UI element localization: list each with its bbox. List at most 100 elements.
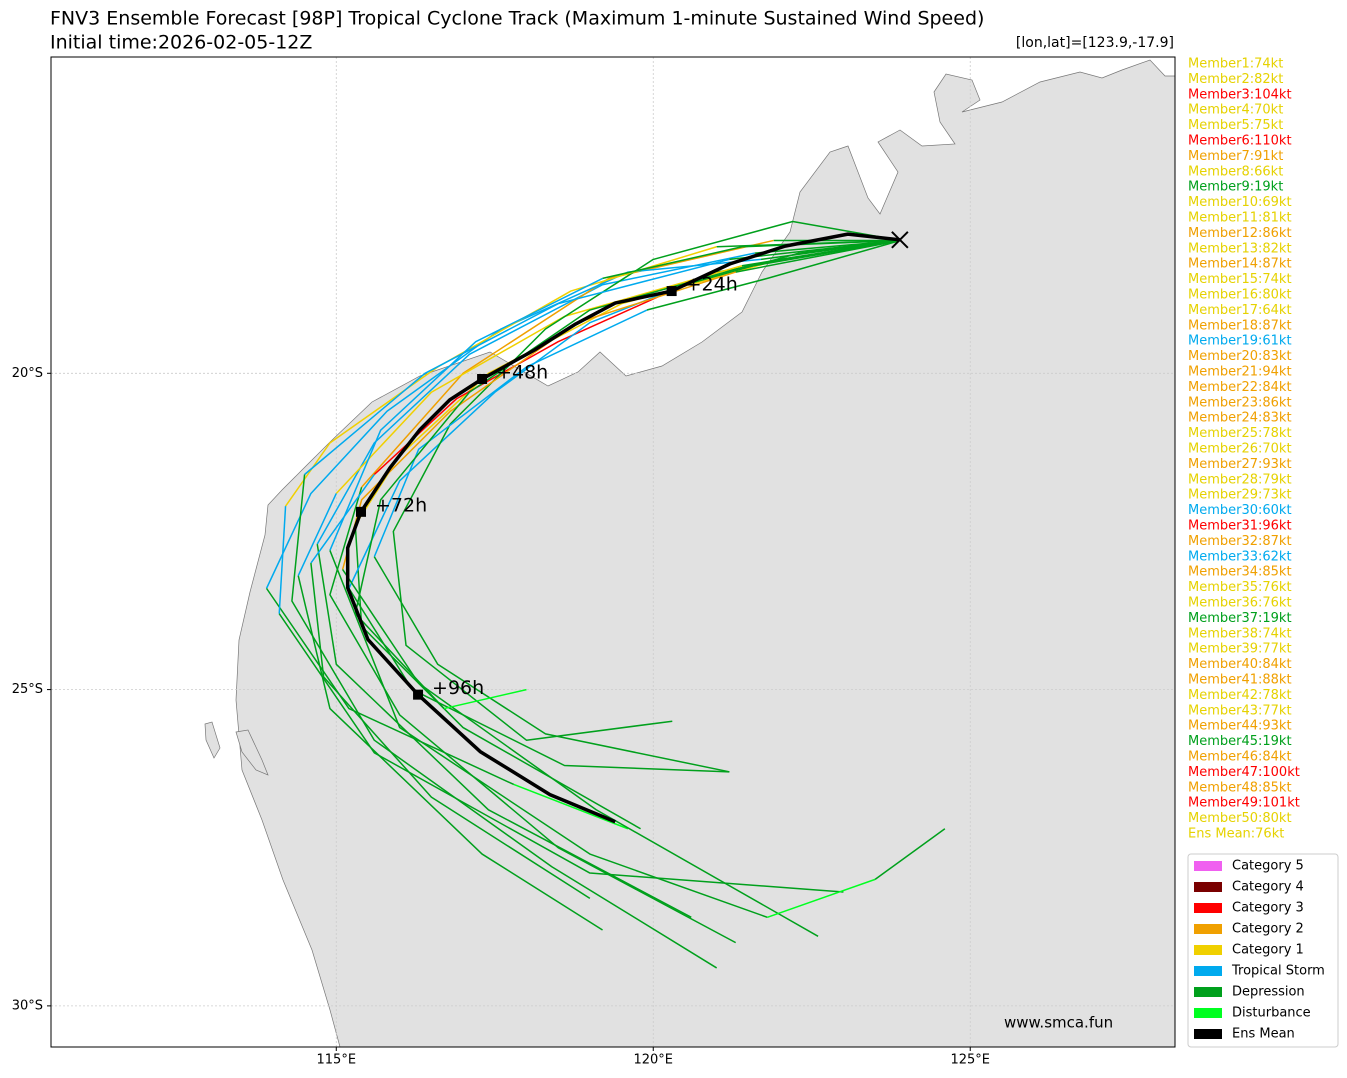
member-label: Member38:74kt [1188,626,1292,641]
member-label: Member37:19kt [1188,611,1292,626]
subtitle: Initial time:2026-02-05-12Z [50,32,312,54]
member-label: Member20:83kt [1188,349,1292,364]
member-label: Member32:87kt [1188,534,1292,549]
ens-mean: +24h +48h +72h +96h [345,231,909,824]
x-tick-label: 115°E [317,1053,357,1068]
member-label: Member26:70kt [1188,442,1292,457]
island [204,721,221,759]
member-track [304,258,730,476]
member-label: Member39:77kt [1188,642,1292,657]
legend-swatch [1194,882,1222,892]
y-tick-label: 25°S [12,682,43,697]
member-label: Member13:82kt [1188,241,1292,256]
title: FNV3 Ensemble Forecast [98P] Tropical Cy… [50,8,984,30]
y-tick-label: 20°S [12,366,43,381]
island [235,729,269,776]
member-label: Member19:61kt [1188,334,1292,349]
legend-label: Category 2 [1232,922,1304,937]
member-track [443,688,527,710]
member-label: Member50:80kt [1188,811,1292,826]
member-track [265,587,515,786]
member-label: Member23:86kt [1188,395,1292,410]
legend-label: Category 1 [1232,943,1304,958]
member-label: Member18:87kt [1188,318,1292,333]
legend-label: Disturbance [1232,1006,1311,1021]
member-track [513,783,629,830]
member-track [329,486,737,944]
member-label: Member10:69kt [1188,195,1292,210]
land [235,57,1175,1047]
member-label: Member15:74kt [1188,272,1292,287]
member-track [297,575,603,931]
member-label: Member30:60kt [1188,503,1292,518]
legend-label: Ens Mean [1232,1027,1295,1042]
x-tick-label: 120°E [633,1053,673,1068]
member-label: Member7:91kt [1188,149,1283,164]
legend-label: Depression [1232,985,1305,1000]
member-track [767,878,876,919]
time-label: +24h [686,274,738,296]
member-label: Member5:75kt [1188,118,1283,133]
member-label: Member17:64kt [1188,303,1292,318]
member-label: Member29:73kt [1188,488,1292,503]
legend-swatch [1194,1029,1222,1039]
legend-label: Category 4 [1232,880,1304,895]
member-track [373,556,730,773]
member-track [316,252,755,545]
member-label: Member4:70kt [1188,103,1283,118]
member-label: Member43:77kt [1188,703,1292,718]
legend-swatch [1194,966,1222,976]
member-label: Member31:96kt [1188,519,1292,534]
map-area: +24h +48h +72h +96h [51,57,1175,1047]
member-label: Member40:84kt [1188,657,1292,672]
member-label: Member36:76kt [1188,596,1292,611]
member-label: Member27:93kt [1188,457,1292,472]
mean-track [345,232,901,824]
member-label: Member9:19kt [1188,180,1283,195]
start-marker [891,231,909,249]
member-label: Member8:66kt [1188,164,1283,179]
member-label: Member44:93kt [1188,719,1292,734]
legend-swatch [1194,924,1222,934]
legend-swatch [1194,987,1222,997]
legend: Category 5 Category 4 Category 3 Category 2… [1194,859,1325,1042]
member-label: Member28:79kt [1188,472,1292,487]
member-label: Member21:94kt [1188,365,1292,380]
member-labels: Member1:74ktMember2:82ktMember3:104ktMem… [1188,57,1300,842]
member-label: Member35:76kt [1188,580,1292,595]
time-marker [413,689,424,700]
member-label: Member24:83kt [1188,411,1292,426]
x-tick-label: 125°E [950,1053,990,1068]
member-label: Member6:110kt [1188,134,1292,149]
member-track [373,309,648,558]
member-track [278,506,287,614]
member-label: Member11:81kt [1188,211,1292,226]
time-label: +72h [375,494,427,516]
watermark: www.smca.fun [1004,1014,1113,1032]
member-track [361,239,774,488]
member-label: Member45:19kt [1188,734,1292,749]
legend-label: Tropical Storm [1231,964,1325,979]
member-label: Member47:100kt [1188,765,1300,780]
member-label: Member49:101kt [1188,796,1300,811]
y-tick-label: 30°S [12,998,43,1013]
map-frame [50,56,1176,1048]
legend-swatch [1194,903,1222,913]
member-label: Member1:74kt [1188,57,1283,72]
member-label: Member46:84kt [1188,750,1292,765]
legend-label: Category 5 [1232,859,1304,874]
member-track [329,277,603,551]
member-label: Member16:80kt [1188,288,1292,303]
member-label: Ens Mean:76kt [1188,827,1284,842]
position: [lon,lat]=[123.9,-17.9] [1016,35,1174,51]
member-label: Member42:78kt [1188,688,1292,703]
legend-swatch [1194,1008,1222,1018]
ticks: 115°E 120°E 125°E 20°S 25°S 30°S [12,366,990,1068]
time-marker [356,506,367,517]
member-label: Member2:82kt [1188,72,1283,87]
member-label: Member33:62kt [1188,549,1292,564]
member-label: Member48:85kt [1188,780,1292,795]
legend-swatch [1194,945,1222,955]
